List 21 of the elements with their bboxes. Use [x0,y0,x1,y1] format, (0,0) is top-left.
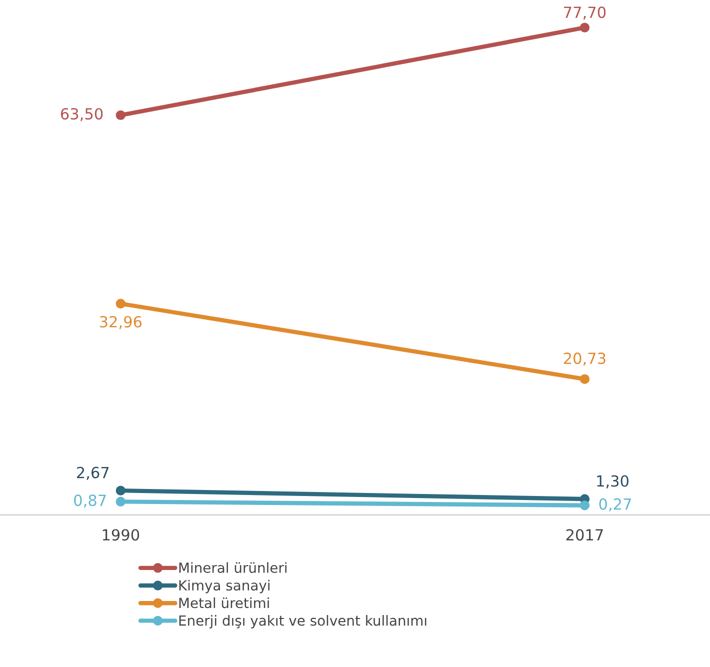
x-tick-label: 1990 [102,529,140,541]
data-label: 0,87 [74,494,106,508]
point [580,374,590,384]
data-label: 63,50 [60,108,103,122]
data-label: 2,67 [76,466,109,480]
data-label: 77,70 [564,6,606,20]
legend-label: Enerji dışı yakıt ve solvent kullanımı [179,615,426,628]
point [116,486,126,496]
data-label: 0,27 [599,498,631,512]
data-label: 1,30 [597,475,628,488]
point [116,496,126,507]
point [116,110,126,120]
legend-label: Mineral ürünleri [179,562,286,573]
legend-label: Metal üretimi [179,597,269,608]
point [580,22,590,32]
data-label: 32,96 [100,316,142,330]
point [580,500,590,510]
point [116,298,126,309]
data-label: 20,73 [564,352,606,366]
legend-label: Kimya sanayi [179,580,270,594]
x-tick-label: 2017 [566,529,603,541]
